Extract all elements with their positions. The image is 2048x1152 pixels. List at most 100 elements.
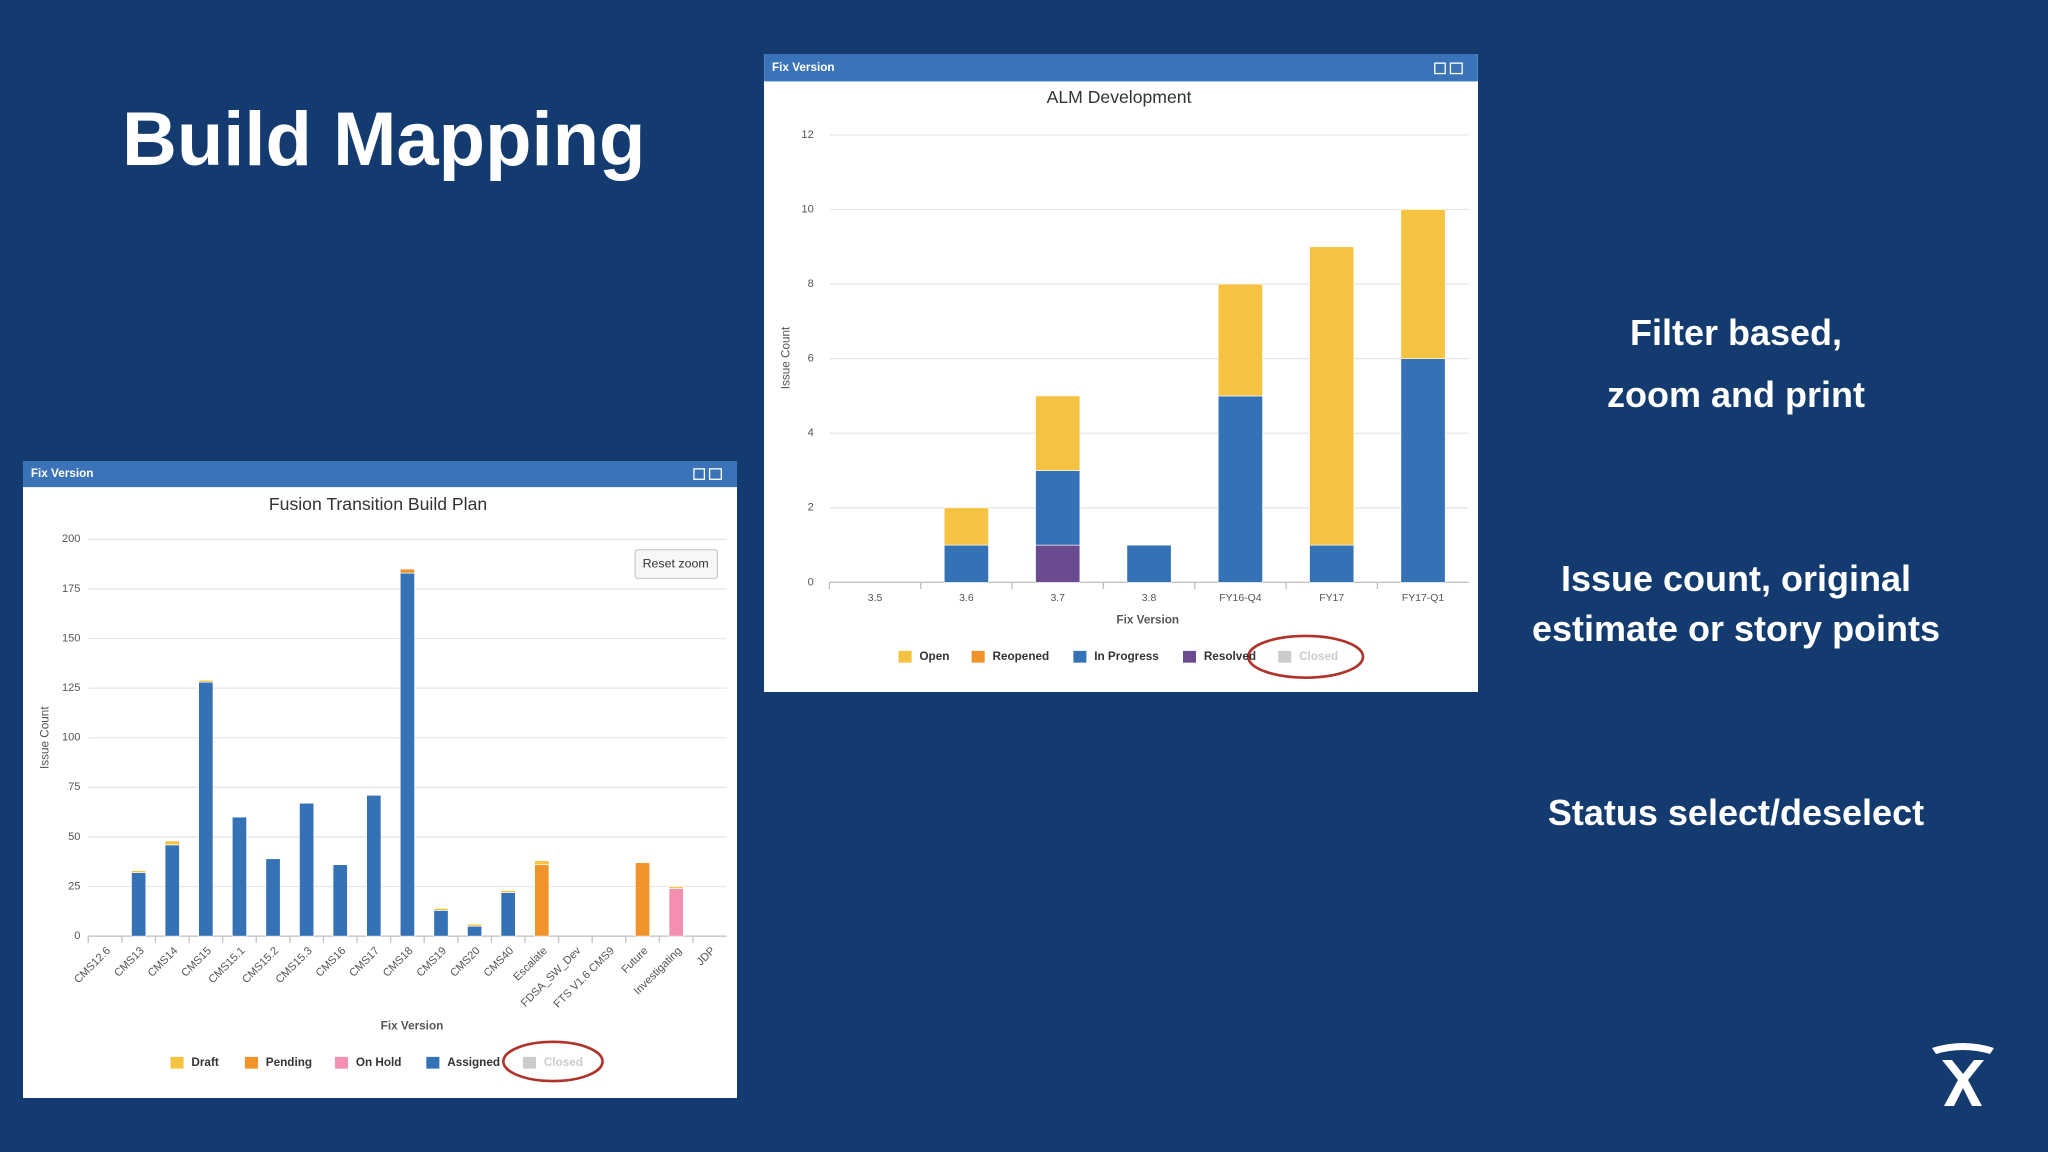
x-tick-label: CMS14 (146, 945, 181, 980)
legend-swatch (971, 650, 985, 663)
panel-title: Fix Version (31, 467, 94, 480)
move-icon[interactable] (1434, 62, 1446, 75)
y-tick-label: 2 (808, 502, 814, 514)
legend-swatch (334, 1056, 349, 1069)
y-tick-label: 75 (68, 781, 80, 793)
chart-panel: Fix Version Fusion Transition Build Plan… (23, 461, 737, 1098)
y-axis-label: Issue Count (779, 326, 792, 389)
menu-icon[interactable] (708, 468, 722, 480)
y-tick-label: 50 (68, 831, 80, 843)
x-tick-label: FY16-Q4 (1219, 593, 1261, 604)
legend-label: Resolved (1204, 650, 1256, 663)
x-tick-label: CMS20 (448, 945, 483, 980)
y-tick-label: 0 (74, 930, 80, 942)
legend-label: On Hold (356, 1056, 402, 1069)
legend-swatch (1182, 650, 1197, 663)
bar-segment (1400, 209, 1446, 359)
bar-segment (131, 870, 147, 873)
reset-zoom-button[interactable] (634, 549, 719, 580)
bar-segment (467, 925, 483, 937)
highlight-ellipse (502, 1040, 604, 1083)
menu-icon[interactable] (1449, 62, 1463, 75)
bar-segment (1309, 246, 1355, 546)
bar-segment (433, 908, 449, 911)
bar-segment (500, 892, 516, 937)
bar-segment (399, 572, 415, 937)
bar-segment (433, 910, 449, 937)
legend-swatch (426, 1056, 440, 1069)
reset-zoom-label[interactable]: Reset zoom (643, 556, 709, 570)
bar-segment (1126, 544, 1172, 583)
feature-text: Status select/deselect (1547, 792, 1925, 833)
y-tick-label: 6 (808, 353, 814, 365)
y-tick-label: 12 (801, 129, 813, 141)
bar-segment (131, 872, 147, 937)
x-tick-label: CMS17 (347, 945, 382, 980)
panel-title: Fix Version (772, 61, 835, 74)
x-tick-label: CMS18 (381, 945, 416, 980)
y-tick-label: 175 (62, 583, 80, 595)
bar-segment (164, 844, 180, 937)
x-tick-label: FY17-Q1 (1402, 593, 1444, 604)
x-tick-label: 3.8 (1142, 593, 1157, 604)
y-tick-label: 10 (801, 203, 813, 215)
bar-segment (1309, 544, 1355, 583)
bar-segment (231, 816, 247, 937)
bar-segment (943, 544, 989, 583)
feature-text: Filter based, (1629, 312, 1843, 353)
chart-title: Fusion Transition Build Plan (269, 494, 487, 514)
y-tick-label: 150 (62, 632, 80, 644)
x-tick-label: FY17 (1319, 593, 1344, 604)
bar-segment (198, 679, 214, 683)
legend-swatch (522, 1056, 536, 1069)
x-tick-label: 3.5 (868, 593, 883, 604)
y-tick-label: 100 (62, 732, 80, 744)
feature-text: Issue count, original (1560, 558, 1912, 599)
x-tick-label: JDP (695, 945, 718, 968)
feature-text: zoom and print (1607, 374, 1865, 415)
y-tick-label: 200 (62, 533, 80, 545)
bar-segment (299, 802, 315, 937)
bar-segment (635, 862, 651, 937)
bar-segment (366, 794, 382, 937)
bar-segment (668, 888, 684, 937)
x-tick-label: 3.6 (959, 593, 974, 604)
x-tick-label: CMS13 (112, 945, 147, 980)
legend-swatch (1073, 650, 1087, 663)
x-tick-label: Future (620, 945, 651, 976)
x-tick-label: CMS19 (414, 945, 449, 980)
legend-label: Open (919, 650, 949, 663)
bar-segment (943, 507, 989, 546)
bar-segment (332, 864, 348, 937)
highlight-ellipse (1246, 634, 1365, 679)
slide-title: Build Mapping (122, 97, 646, 182)
x-tick-label: FDSA_SW_Dev (519, 945, 584, 1010)
atlassian-logo (1932, 1043, 1994, 1106)
legend-swatch (898, 650, 912, 663)
legend-label: In Progress (1094, 650, 1159, 663)
bar-segment (668, 886, 684, 889)
panel-header (764, 54, 1478, 82)
bar-segment (1035, 395, 1081, 471)
chart-title: ALM Development (1047, 87, 1192, 107)
legend-label: Closed (544, 1056, 583, 1069)
legend-label: Draft (191, 1056, 218, 1069)
panel-header (23, 461, 737, 488)
y-tick-label: 25 (68, 880, 80, 892)
bar-segment (1400, 358, 1446, 583)
move-icon[interactable] (693, 468, 706, 480)
y-axis-label: Issue Count (38, 706, 51, 769)
bar-segment (534, 860, 550, 866)
legend-label: Reopened (992, 650, 1049, 663)
bar-segment (1035, 544, 1081, 583)
y-tick-label: 0 (808, 576, 814, 588)
legend-label: Assigned (447, 1056, 500, 1069)
legend-swatch (244, 1056, 258, 1069)
feature-text: estimate or story points (1531, 608, 1941, 649)
legend-label: Closed (1299, 650, 1338, 663)
bar-segment (534, 864, 550, 937)
bar-segment (1217, 395, 1263, 583)
y-tick-label: 4 (808, 427, 814, 439)
x-axis-label: Fix Version (381, 1019, 444, 1032)
